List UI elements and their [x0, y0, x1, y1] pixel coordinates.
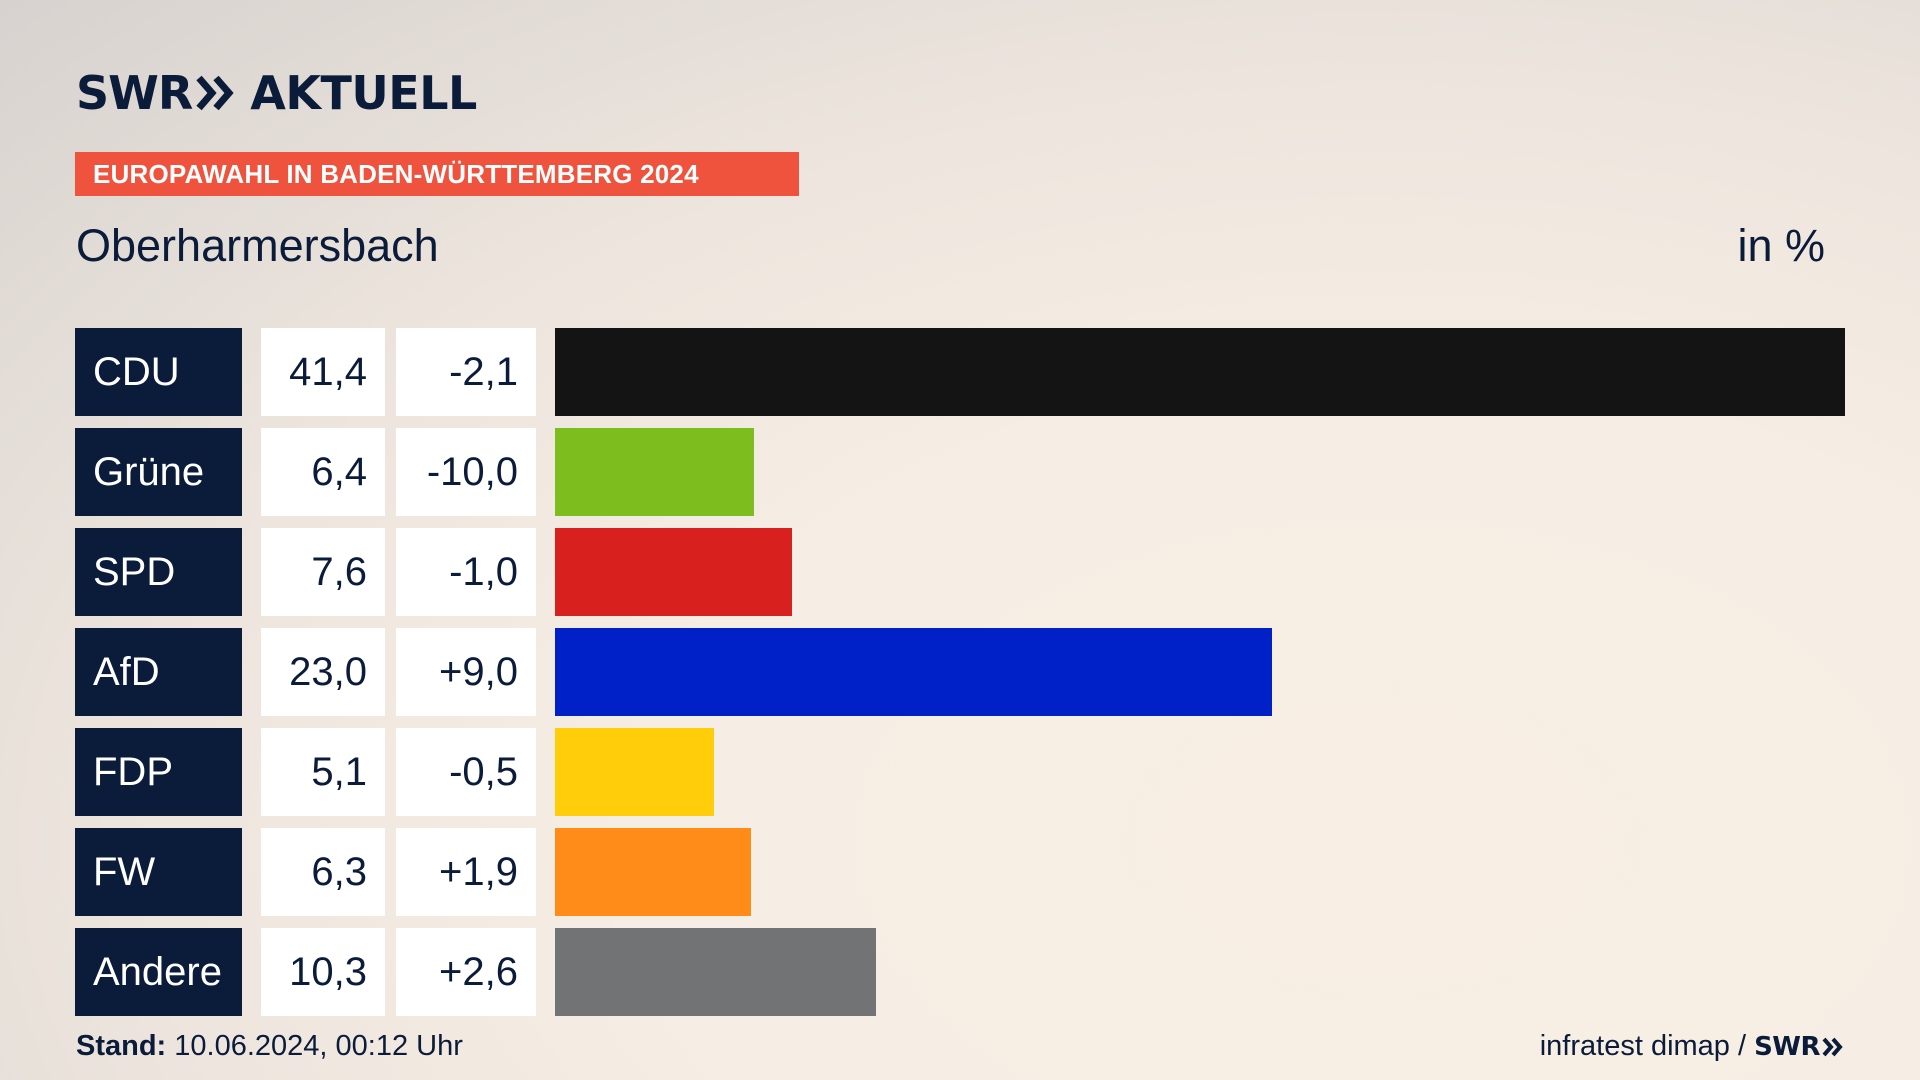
change-label: +9,0	[396, 628, 536, 716]
change-label: -0,5	[396, 728, 536, 816]
party-label: CDU	[75, 328, 242, 416]
result-row: FW 6,3 +1,9	[75, 828, 1845, 916]
vote-share-label: 41,4	[261, 328, 385, 416]
bar-track	[555, 928, 1845, 1016]
results-chart: CDU 41,4 -2,1 Grüne 6,4 -10,0 SPD 7,6 -1,0 AfD 23,…	[75, 328, 1845, 1028]
vote-share-label: 23,0	[261, 628, 385, 716]
bar	[555, 828, 751, 916]
party-label: Grüne	[75, 428, 242, 516]
vote-share-label: 7,6	[261, 528, 385, 616]
bar	[555, 528, 792, 616]
stand-value: 10.06.2024, 00:12 Uhr	[174, 1030, 463, 1062]
vote-share-label: 10,3	[261, 928, 385, 1016]
party-label: Andere	[75, 928, 242, 1016]
bar-track	[555, 828, 1845, 916]
source-logo-text: SWR	[1754, 1031, 1820, 1062]
timestamp: Stand: 10.06.2024, 00:12 Uhr	[76, 1030, 463, 1063]
vote-share-label: 6,3	[261, 828, 385, 916]
bar	[555, 628, 1272, 716]
double-chevron-icon	[1822, 1037, 1843, 1056]
bar-track	[555, 328, 1845, 416]
result-row: CDU 41,4 -2,1	[75, 328, 1845, 416]
logo-swr-text: SWR	[76, 66, 193, 120]
logo-aktuell-text: AKTUELL	[250, 66, 477, 120]
change-label: +1,9	[396, 828, 536, 916]
bar-track	[555, 628, 1845, 716]
result-row: AfD 23,0 +9,0	[75, 628, 1845, 716]
bar-track	[555, 728, 1845, 816]
source-text: infratest dimap /	[1539, 1030, 1747, 1062]
bar-track	[555, 428, 1845, 516]
result-row: Grüne 6,4 -10,0	[75, 428, 1845, 516]
election-banner: EUROPAWAHL IN BADEN-WÜRTTEMBERG 2024	[75, 152, 799, 196]
source-credit: infratest dimap / SWR	[1540, 1030, 1844, 1063]
change-label: -2,1	[396, 328, 536, 416]
swr-aktuell-logo: SWR AKTUELL	[76, 66, 477, 120]
party-label: FDP	[75, 728, 242, 816]
bar-track	[555, 528, 1845, 616]
bar	[555, 928, 876, 1016]
bar	[555, 728, 714, 816]
bar	[555, 428, 754, 516]
party-label: FW	[75, 828, 242, 916]
result-row: SPD 7,6 -1,0	[75, 528, 1845, 616]
change-label: -1,0	[396, 528, 536, 616]
change-label: +2,6	[396, 928, 536, 1016]
party-label: AfD	[75, 628, 242, 716]
change-label: -10,0	[396, 428, 536, 516]
bar	[555, 328, 1845, 416]
vote-share-label: 6,4	[261, 428, 385, 516]
party-label: SPD	[75, 528, 242, 616]
result-row: FDP 5,1 -0,5	[75, 728, 1845, 816]
unit-label: in %	[1737, 220, 1825, 271]
chart-title: Oberharmersbach	[76, 220, 439, 271]
double-chevron-icon	[196, 75, 234, 111]
vote-share-label: 5,1	[261, 728, 385, 816]
stand-label: Stand:	[76, 1030, 167, 1062]
result-row: Andere 10,3 +2,6	[75, 928, 1845, 1016]
